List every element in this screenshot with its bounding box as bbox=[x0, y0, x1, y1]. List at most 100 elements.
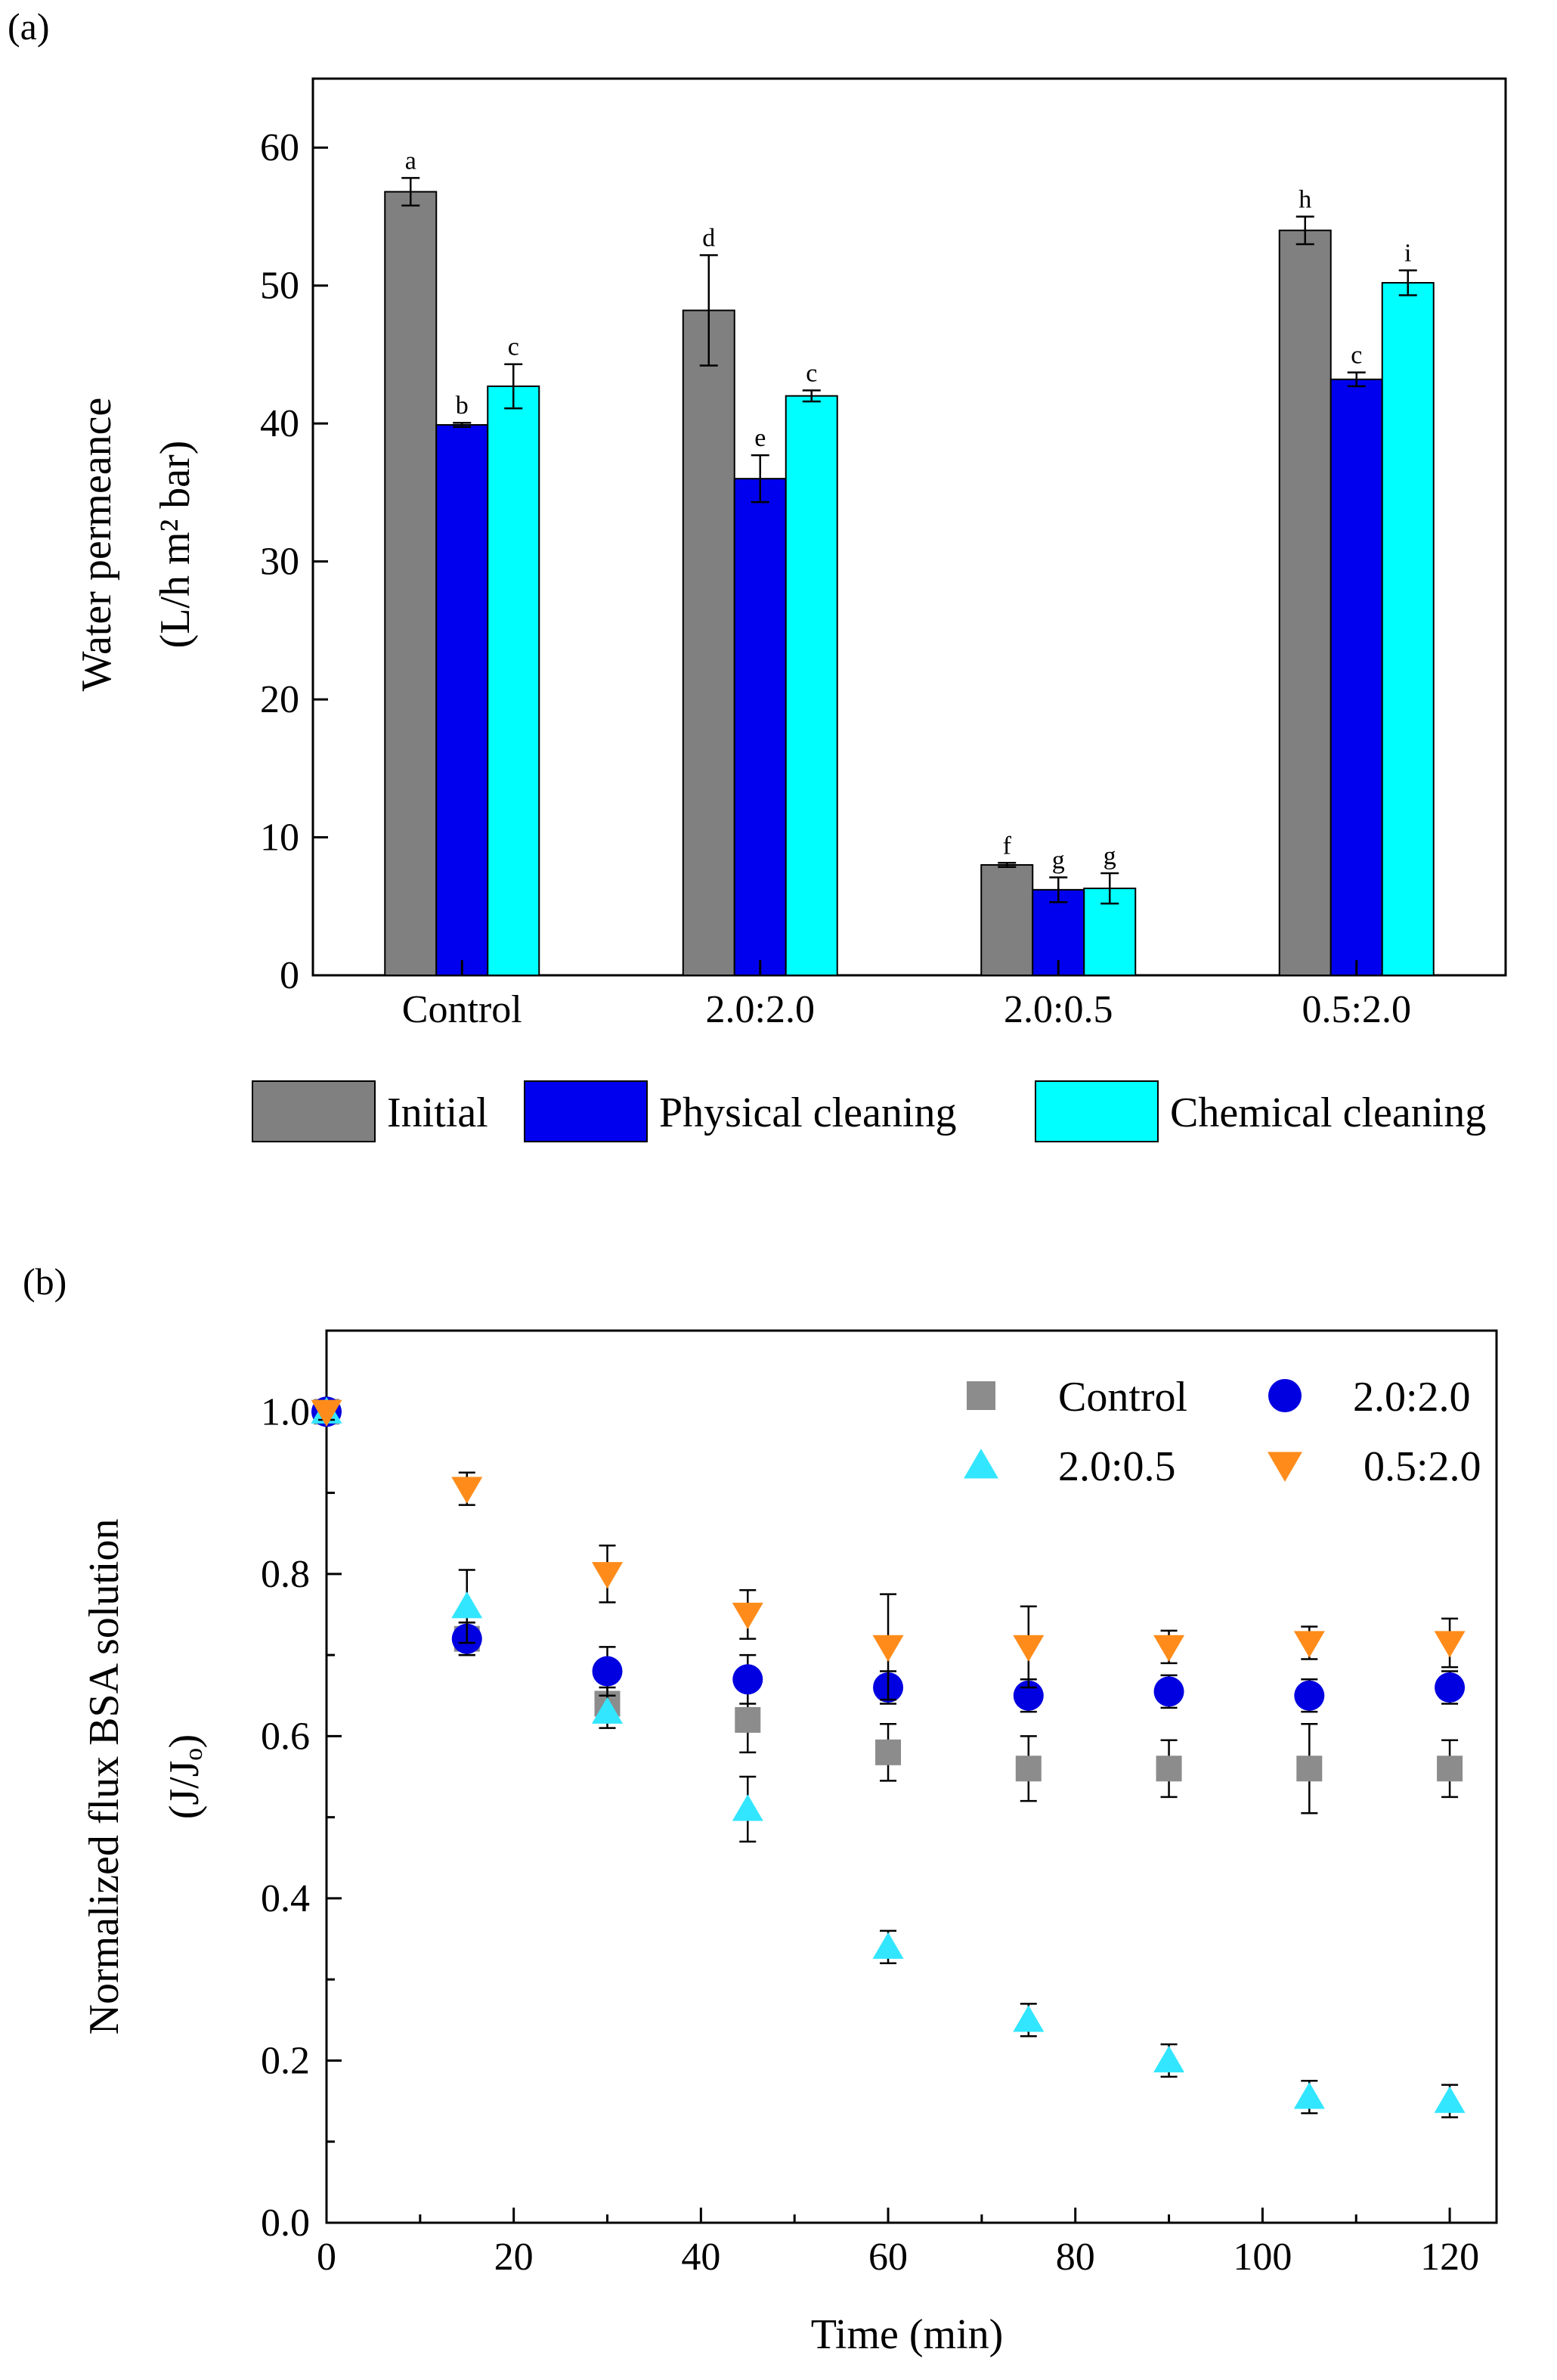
marker-square bbox=[1015, 1756, 1042, 1782]
marker-circle bbox=[592, 1656, 623, 1687]
marker-circle bbox=[732, 1664, 763, 1695]
marker-triangle-up bbox=[1153, 2045, 1185, 2073]
panel-a-legend: Initial Physical cleaning Chemical cleanin… bbox=[252, 1080, 1486, 1142]
bar bbox=[733, 478, 787, 976]
marker-square bbox=[735, 1706, 761, 1733]
bar bbox=[980, 864, 1034, 976]
marker-triangle-down bbox=[732, 1602, 763, 1630]
panel-b-legend: Control 2.0:2.0 2.0:0.5 0.5:2.0 bbox=[964, 1374, 1481, 1490]
marker-square bbox=[1296, 1756, 1323, 1782]
panel-b-scatter-chart: (b) 0.0 0.2 0.4 0.6 0.8 1.0 0 20 40 60 80 100 120 N… bbox=[23, 1260, 1498, 2358]
y-tick-label: 30 bbox=[260, 541, 299, 584]
panel-b-label: (b) bbox=[23, 1260, 67, 1303]
marker-circle bbox=[1294, 1680, 1325, 1711]
significance-letter: c bbox=[1351, 342, 1362, 370]
panel-a-plot-frame bbox=[311, 77, 1507, 977]
y-tick-label: 1.0 bbox=[261, 1390, 310, 1433]
x-tick-label: 100 bbox=[1233, 2236, 1292, 2279]
panel-a-y-axis-units: (L/h m² bar) bbox=[152, 441, 199, 649]
marker-triangle-up bbox=[1013, 2005, 1045, 2032]
marker-circle bbox=[1268, 1379, 1302, 1412]
marker-square bbox=[1156, 1756, 1182, 1782]
marker-triangle-down bbox=[311, 1399, 342, 1427]
significance-letter: b bbox=[456, 392, 469, 420]
marker-triangle-up bbox=[732, 1794, 763, 1821]
x-tick-label: 2.0:2.0 bbox=[706, 988, 815, 1031]
legend-swatch bbox=[524, 1080, 648, 1142]
marker-triangle-up bbox=[872, 1932, 904, 1959]
bar bbox=[1381, 282, 1435, 976]
marker-square bbox=[875, 1739, 902, 1765]
legend-label: Initial bbox=[387, 1089, 488, 1136]
significance-letter: c bbox=[806, 359, 817, 387]
marker-triangle-up bbox=[1293, 2082, 1325, 2109]
marker-triangle-down bbox=[1268, 1452, 1302, 1482]
significance-letter: h bbox=[1299, 185, 1311, 213]
panel-a-label: (a) bbox=[8, 5, 50, 48]
marker-triangle-down bbox=[1434, 1631, 1466, 1658]
marker-triangle-down bbox=[591, 1562, 624, 1589]
significance-letter: a bbox=[405, 147, 416, 175]
panel-b-y-axis: 0.0 0.2 0.4 0.6 0.8 1.0 bbox=[261, 1329, 342, 2245]
significance-letter: f bbox=[1003, 832, 1012, 860]
x-tick-label: 0 bbox=[317, 2236, 336, 2279]
y-tick-label: 0.4 bbox=[261, 1877, 310, 1920]
panel-b-x-axis: 0 20 40 60 80 100 120 bbox=[317, 2208, 1479, 2279]
legend-label: 2.0:2.0 bbox=[1353, 1374, 1471, 1421]
panel-b-y-axis-units: (J/Jₒ) bbox=[161, 1734, 208, 1820]
bar bbox=[384, 191, 438, 977]
significance-letter: g bbox=[1104, 842, 1116, 870]
y-tick-label: 0.0 bbox=[261, 2202, 310, 2245]
marker-triangle-down bbox=[872, 1635, 904, 1662]
marker-triangle-up bbox=[591, 1697, 624, 1724]
y-tick-label: 0.8 bbox=[261, 1553, 310, 1596]
panel-a-bars: a b c d e c f g g h c i bbox=[384, 147, 1435, 977]
legend-label: Chemical cleaning bbox=[1170, 1089, 1486, 1136]
y-tick-label: 0.6 bbox=[261, 1715, 310, 1758]
panel-b-x-axis-title: Time (min) bbox=[811, 2311, 1004, 2358]
panel-a-y-axis: 0 10 20 30 40 50 60 bbox=[260, 126, 328, 997]
legend-label: Control bbox=[1058, 1374, 1187, 1421]
x-tick-label: 120 bbox=[1420, 2236, 1479, 2279]
panel-b-points bbox=[311, 1396, 1466, 2118]
marker-triangle-down bbox=[1153, 1635, 1185, 1662]
panel-a-x-axis: Control 2.0:2.0 2.0:0.5 0.5:2.0 bbox=[402, 960, 1411, 1031]
bar bbox=[682, 309, 735, 976]
y-tick-label: 20 bbox=[260, 678, 299, 721]
x-tick-label: 40 bbox=[681, 2236, 720, 2279]
x-tick-label: 0.5:2.0 bbox=[1302, 988, 1411, 1031]
legend-swatch bbox=[1035, 1080, 1159, 1142]
marker-circle bbox=[1435, 1672, 1466, 1703]
bar bbox=[785, 395, 838, 976]
significance-letter: d bbox=[702, 225, 715, 253]
legend-label: Physical cleaning bbox=[659, 1089, 956, 1136]
bar bbox=[1278, 229, 1332, 976]
y-tick-label: 0 bbox=[280, 954, 299, 997]
x-tick-label: 20 bbox=[494, 2236, 534, 2279]
marker-triangle-up bbox=[1434, 2086, 1466, 2113]
marker-triangle-up bbox=[451, 1591, 483, 1619]
significance-letter: c bbox=[508, 333, 519, 361]
marker-triangle-down bbox=[451, 1477, 483, 1504]
y-tick-label: 10 bbox=[260, 817, 299, 860]
bar bbox=[1329, 378, 1383, 976]
significance-letter: g bbox=[1052, 846, 1065, 874]
panel-a-y-axis-title: Water permeance bbox=[73, 398, 120, 692]
y-tick-label: 0.2 bbox=[261, 2039, 310, 2082]
panel-b-y-axis-title: Normalized flux BSA solution bbox=[81, 1519, 128, 2035]
marker-triangle-down bbox=[1293, 1631, 1325, 1658]
bar bbox=[435, 423, 489, 976]
marker-triangle-down bbox=[1013, 1635, 1045, 1662]
x-tick-label: 80 bbox=[1056, 2236, 1095, 2279]
y-tick-label: 60 bbox=[260, 126, 299, 169]
marker-square bbox=[967, 1381, 995, 1410]
legend-swatch bbox=[252, 1080, 376, 1142]
significance-letter: i bbox=[1404, 240, 1411, 268]
panel-a-bar-chart: (a) a b c d e c f g g h c i 0 10 20 30 40 50 60 Control 2.… bbox=[8, 5, 1507, 1142]
marker-square bbox=[1437, 1756, 1463, 1782]
x-tick-label: 2.0:0.5 bbox=[1004, 988, 1113, 1031]
y-tick-label: 40 bbox=[260, 402, 299, 445]
y-tick-label: 50 bbox=[260, 265, 299, 308]
bar bbox=[487, 385, 540, 976]
